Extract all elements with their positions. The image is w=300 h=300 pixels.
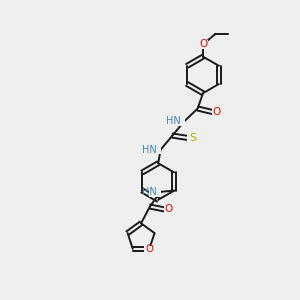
Bar	[164, 205, 173, 214]
Bar	[173, 117, 185, 126]
Text: HN: HN	[142, 187, 157, 197]
Text: S: S	[189, 133, 196, 143]
Text: HN: HN	[142, 145, 157, 155]
Bar	[198, 40, 208, 49]
Bar	[212, 108, 221, 117]
Bar	[144, 246, 155, 254]
Text: O: O	[199, 39, 207, 49]
Text: O: O	[146, 244, 153, 254]
Text: O: O	[212, 107, 221, 117]
Bar	[149, 146, 161, 154]
Text: O: O	[165, 205, 173, 214]
Text: HN: HN	[166, 116, 181, 126]
Bar	[187, 134, 197, 143]
Bar	[149, 188, 161, 197]
